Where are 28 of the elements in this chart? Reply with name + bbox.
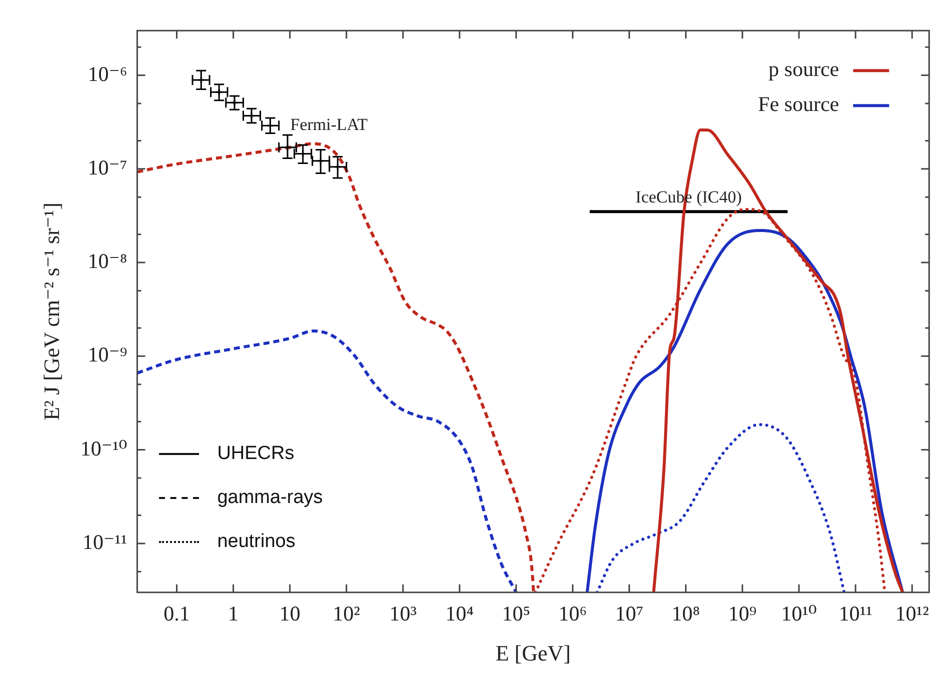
legend-label: Fe source bbox=[758, 92, 840, 116]
series-label: Fermi-LAT bbox=[290, 115, 368, 134]
y-tick-label: 10⁻⁸ bbox=[88, 249, 128, 274]
annotation: neutrinos bbox=[217, 531, 296, 554]
x-axis-title: E [GeV] bbox=[496, 640, 571, 666]
x-tick-label: 10⁸ bbox=[672, 602, 700, 626]
x-tick-label: 10⁶ bbox=[558, 602, 587, 626]
y-tick-label: 10⁻⁹ bbox=[88, 342, 128, 367]
legend-label: p source bbox=[768, 57, 840, 82]
x-tick-label: 0.1 bbox=[164, 602, 190, 626]
y-tick-label: 10⁻⁷ bbox=[88, 155, 128, 180]
x-tick-label: 10 bbox=[279, 602, 300, 626]
annotation: gamma-rays bbox=[217, 487, 323, 510]
x-tick-label: 10¹⁰ bbox=[781, 602, 817, 626]
x-tick-label: 10¹¹ bbox=[838, 602, 872, 626]
annotation: UHECRs bbox=[217, 443, 294, 466]
y-tick-label: 10⁻¹¹ bbox=[82, 530, 128, 554]
x-tick-label: 10¹² bbox=[895, 602, 929, 626]
x-tick-label: 10⁹ bbox=[728, 602, 757, 626]
x-tick-label: 10² bbox=[332, 602, 360, 626]
x-tick-label: 1 bbox=[228, 602, 239, 626]
x-tick-label: 10³ bbox=[389, 602, 417, 626]
y-tick-label: 10⁻¹⁰ bbox=[80, 436, 128, 460]
y-axis-title: E² J [GeV cm⁻² s⁻¹ sr⁻¹] bbox=[38, 202, 64, 420]
x-tick-label: 10⁵ bbox=[502, 602, 530, 626]
x-tick-label: 10⁴ bbox=[445, 602, 474, 626]
x-tick-label: 10⁷ bbox=[615, 602, 644, 626]
y-tick-label: 10⁻⁶ bbox=[88, 62, 128, 86]
